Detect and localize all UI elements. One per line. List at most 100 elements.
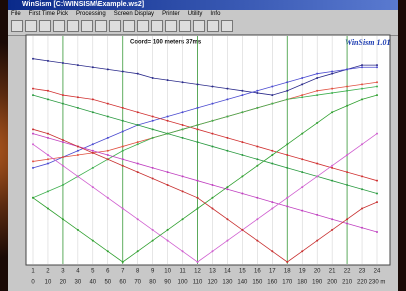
pick-point [62,184,64,186]
pick-point [122,261,124,263]
pick-point [167,184,169,186]
pick-point [301,96,303,98]
pick-point [376,193,378,195]
distance-label: 20 [60,280,67,286]
geophone-label: 4 [76,269,80,275]
pick-point [241,141,243,143]
pick-point [152,178,154,180]
pick-point [271,94,273,96]
distance-label: 50 [104,280,111,286]
distance-label: 170 [282,280,293,286]
pick-point [211,103,213,105]
pick-point [256,240,258,242]
pick-point [32,94,34,96]
pick-point [211,133,213,135]
geophone-label: 20 [314,269,321,275]
pick-point [211,120,213,122]
pick-point [47,154,49,156]
pick-point [301,77,303,79]
pick-point [32,197,34,199]
pick-point [152,240,154,242]
pick-point [286,167,288,169]
pick-point [241,193,243,195]
geophone-label: 19 [299,269,306,275]
pick-point [77,96,79,98]
pick-point [331,218,333,220]
pick-point [92,186,94,188]
pick-point [197,180,199,182]
pick-point [77,229,79,231]
pick-point [376,180,378,182]
pick-point [62,156,64,158]
pick-point [331,73,333,75]
pick-point [256,158,258,160]
pick-point [301,133,303,135]
pick-point [256,218,258,220]
pick-point [286,154,288,156]
pick-point [47,133,49,135]
geophone-label: 24 [374,269,381,275]
pick-point [47,163,49,165]
plot-area [26,35,390,265]
pick-point [137,111,139,113]
pick-point [47,208,49,210]
pick-point [346,68,348,70]
pick-point [286,81,288,83]
geophone-label: 9 [151,269,155,275]
distance-label: 0 [31,280,35,286]
pick-point [256,145,258,147]
pick-point [316,73,318,75]
pick-point [271,103,273,105]
pick-point [226,88,228,90]
pick-point [361,208,363,210]
pick-point [241,175,243,177]
pick-point [361,98,363,100]
pick-point [107,103,109,105]
pick-point [122,208,124,210]
pick-point [77,154,79,156]
pick-point [256,165,258,167]
pick-point [107,197,109,199]
pick-point [182,128,184,130]
pick-point [92,150,94,152]
pick-point [286,205,288,207]
pick-point [376,81,378,83]
pick-point [376,133,378,135]
pick-point [182,218,184,220]
pick-point [182,137,184,139]
distance-label: 70 [134,280,141,286]
pick-point [241,90,243,92]
pick-point [92,98,94,100]
pick-point [167,133,169,135]
pick-point [122,150,124,152]
pick-point [197,208,199,210]
pick-point [32,133,34,135]
pick-point [182,250,184,252]
pick-point [152,229,154,231]
geophone-label: 21 [329,269,336,275]
geophone-label: 23 [359,269,366,275]
pick-point [197,107,199,109]
pick-point [301,94,303,96]
geophone-label: 13 [209,269,216,275]
pick-point [152,120,154,122]
pick-point [241,111,243,113]
pick-point [346,90,348,92]
pick-point [316,163,318,165]
pick-point [376,231,378,233]
plot-header: Coord= 100 meters 37ms [130,40,202,46]
pick-point [346,222,348,224]
geophone-label: 12 [194,269,201,275]
pick-point [107,158,109,160]
pick-point [77,175,79,177]
pick-point [271,163,273,165]
pick-point [301,186,303,188]
pick-point [62,94,64,96]
pick-point [346,86,348,88]
pick-point [62,141,64,143]
pick-point [182,111,184,113]
pick-point [107,250,109,252]
pick-point [32,160,34,162]
pick-point [197,124,199,126]
distance-label: 140 [237,280,248,286]
